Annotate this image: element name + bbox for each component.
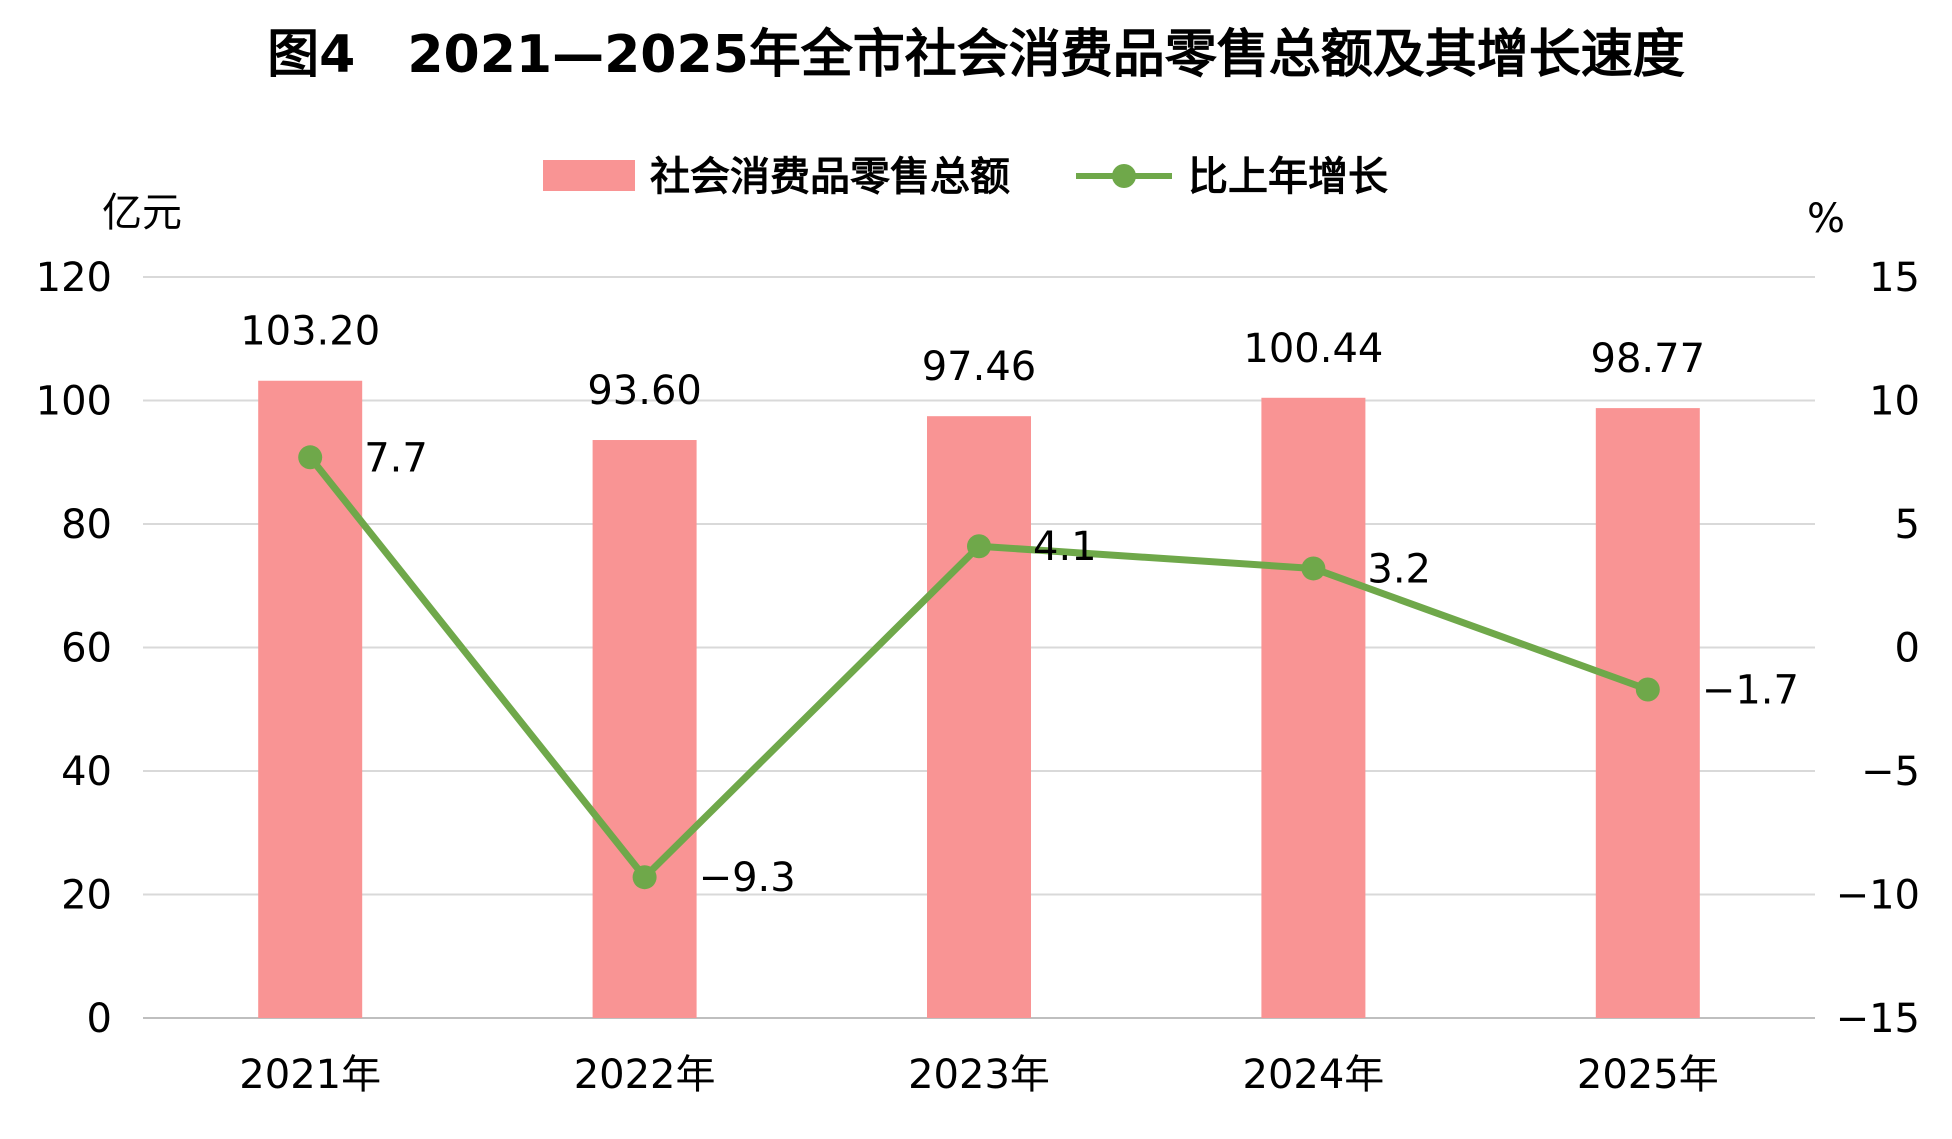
bar (592, 440, 697, 1018)
right-tick-label: 0 (1895, 626, 1920, 672)
left-tick-label: 0 (87, 996, 112, 1042)
legend-bar-swatch (543, 160, 635, 191)
right-tick-label: 15 (1869, 255, 1920, 301)
right-tick-label: −15 (1836, 996, 1920, 1042)
bar-value-label: 93.60 (587, 368, 702, 414)
line-value-label: 7.7 (364, 435, 428, 481)
line-value-label: −1.7 (1702, 667, 1799, 713)
line-value-label: 4.1 (1033, 524, 1097, 570)
left-tick-label: 120 (36, 255, 112, 301)
left-tick-label: 80 (61, 502, 112, 548)
x-axis-ticks: 2021年 2022年 2023年 2024年 2025年 (239, 1052, 1718, 1098)
line-marker (1635, 677, 1660, 702)
right-tick-label: −5 (1861, 749, 1920, 795)
x-tick-label: 2023年 (908, 1052, 1050, 1098)
right-tick-label: −10 (1836, 873, 1920, 919)
bar-value-label: 100.44 (1243, 326, 1383, 372)
line-value-label: −9.3 (699, 855, 796, 901)
right-axis-unit: % (1807, 196, 1845, 242)
legend: 社会消费品零售总额 比上年增长 (543, 154, 1388, 200)
bar (927, 416, 1031, 1018)
left-tick-label: 60 (61, 626, 112, 672)
legend-bar-label: 社会消费品零售总额 (650, 154, 1010, 200)
line-marker (298, 445, 323, 470)
right-tick-label: 10 (1869, 379, 1920, 425)
line-series (298, 445, 1660, 890)
legend-line-label: 比上年增长 (1188, 154, 1388, 200)
line-value-label: 3.2 (1367, 546, 1431, 592)
left-axis-ticks: 0 20 40 60 80 100 120 (36, 255, 112, 1042)
left-tick-label: 100 (36, 379, 112, 425)
line-marker (967, 534, 991, 559)
line-value-labels: 7.7 −9.3 4.1 3.2 −1.7 (364, 435, 1799, 901)
right-axis-ticks: −15 −10 −5 0 5 10 15 (1836, 255, 1920, 1042)
bar (1595, 408, 1700, 1019)
bar (1261, 397, 1366, 1019)
chart-title: 图4 2021—2025年全市社会消费品零售总额及其增长速度 (267, 25, 1685, 85)
bar-value-label: 103.20 (240, 309, 380, 355)
line-marker (1301, 556, 1326, 581)
bar-value-label: 98.77 (1591, 336, 1706, 382)
right-tick-label: 5 (1895, 502, 1920, 548)
left-tick-label: 20 (61, 873, 112, 919)
x-tick-label: 2021年 (239, 1052, 381, 1098)
line-marker (632, 865, 657, 890)
bar-value-labels: 103.20 93.60 97.46 100.44 98.77 (240, 309, 1705, 414)
x-tick-label: 2022年 (574, 1052, 716, 1098)
bar-series (258, 380, 1700, 1019)
left-axis-unit: 亿元 (102, 190, 182, 236)
bar-value-label: 97.46 (922, 344, 1037, 390)
bar (258, 380, 363, 1018)
left-tick-label: 40 (61, 749, 112, 795)
x-tick-label: 2025年 (1577, 1052, 1719, 1098)
legend-line-marker (1112, 164, 1136, 188)
x-tick-label: 2024年 (1243, 1052, 1385, 1098)
